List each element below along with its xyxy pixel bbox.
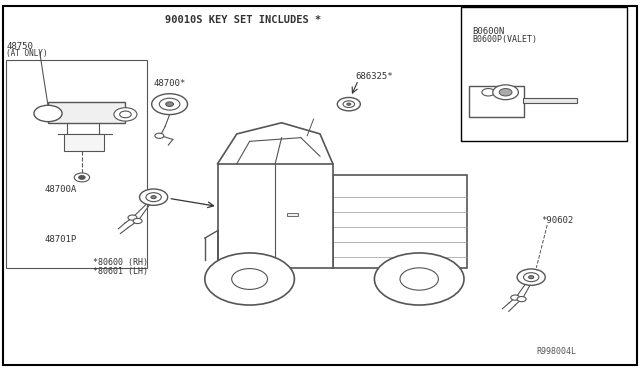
Circle shape xyxy=(343,101,355,108)
Circle shape xyxy=(128,215,137,220)
Text: 48701P: 48701P xyxy=(45,235,77,244)
Circle shape xyxy=(529,276,534,279)
Bar xyxy=(469,86,524,117)
Text: *80600 (RH): *80600 (RH) xyxy=(93,258,148,267)
Circle shape xyxy=(74,173,90,182)
Text: B0600N: B0600N xyxy=(472,27,504,36)
Bar xyxy=(64,134,104,151)
Circle shape xyxy=(34,105,62,122)
Bar xyxy=(6,60,147,268)
Circle shape xyxy=(140,189,168,205)
Circle shape xyxy=(400,268,438,290)
Circle shape xyxy=(205,253,294,305)
Text: B0600P(VALET): B0600P(VALET) xyxy=(472,35,538,44)
Text: 686325*: 686325* xyxy=(355,72,393,81)
Circle shape xyxy=(79,176,85,179)
Circle shape xyxy=(159,98,180,110)
Circle shape xyxy=(499,89,512,96)
Circle shape xyxy=(120,111,131,118)
Circle shape xyxy=(151,196,156,199)
Circle shape xyxy=(232,269,268,289)
Circle shape xyxy=(374,253,464,305)
Circle shape xyxy=(166,102,173,106)
Text: 48700A: 48700A xyxy=(45,185,77,194)
Bar xyxy=(48,102,125,123)
Bar xyxy=(523,98,577,103)
Circle shape xyxy=(155,133,164,138)
Text: R998004L: R998004L xyxy=(537,347,577,356)
Circle shape xyxy=(152,94,188,115)
Circle shape xyxy=(114,108,137,121)
Bar xyxy=(333,175,467,268)
Circle shape xyxy=(133,218,142,224)
Circle shape xyxy=(517,296,526,302)
Circle shape xyxy=(482,89,495,96)
Circle shape xyxy=(337,97,360,111)
Circle shape xyxy=(347,103,351,105)
Text: (AT ONLY): (AT ONLY) xyxy=(6,49,48,58)
Text: *80601 (LH): *80601 (LH) xyxy=(93,267,148,276)
Text: 90010S KEY SET INCLUDES *: 90010S KEY SET INCLUDES * xyxy=(165,16,321,25)
Text: 48750: 48750 xyxy=(6,42,33,51)
Text: *90602: *90602 xyxy=(541,216,573,225)
Circle shape xyxy=(146,193,161,202)
Bar xyxy=(218,164,333,268)
Bar xyxy=(461,7,627,141)
Circle shape xyxy=(511,295,520,300)
Circle shape xyxy=(524,273,539,282)
Circle shape xyxy=(517,269,545,285)
Circle shape xyxy=(493,85,518,100)
Bar xyxy=(287,213,298,216)
Text: 48700*: 48700* xyxy=(154,79,186,88)
